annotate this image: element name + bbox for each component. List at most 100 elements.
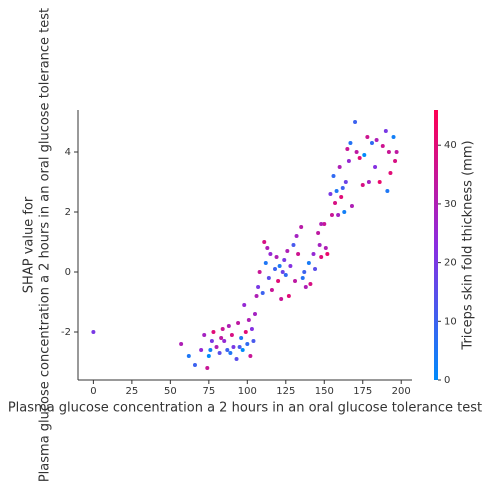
- point: [328, 192, 333, 196]
- point: [296, 252, 301, 256]
- colorbar-tick-label: 10: [444, 316, 457, 327]
- point: [340, 186, 345, 190]
- point: [240, 348, 245, 352]
- point: [245, 342, 250, 346]
- point: [299, 225, 304, 229]
- colorbar: [434, 110, 438, 380]
- point: [228, 351, 233, 355]
- y-tick-label: 0: [65, 267, 71, 278]
- point: [380, 144, 385, 148]
- x-tick-label: 200: [392, 386, 411, 397]
- point: [253, 312, 258, 316]
- point: [211, 330, 216, 334]
- point: [346, 159, 351, 163]
- point: [329, 213, 334, 217]
- point: [206, 354, 211, 358]
- point: [391, 135, 396, 139]
- point: [316, 231, 321, 235]
- point: [331, 174, 336, 178]
- point: [205, 366, 210, 370]
- point: [274, 255, 279, 259]
- point: [256, 285, 261, 289]
- point: [282, 258, 287, 262]
- point: [285, 249, 290, 253]
- point: [343, 180, 348, 184]
- point: [220, 327, 225, 331]
- x-tick-label: 75: [202, 386, 215, 397]
- point: [374, 138, 379, 142]
- y-tick-label: 4: [65, 147, 71, 158]
- point: [385, 189, 390, 193]
- point: [319, 222, 324, 226]
- point: [353, 120, 358, 124]
- point: [342, 210, 347, 214]
- point: [348, 141, 353, 145]
- point: [239, 336, 244, 340]
- x-tick-label: 50: [164, 386, 177, 397]
- point: [319, 255, 324, 259]
- point: [377, 180, 382, 184]
- point: [317, 243, 322, 247]
- point: [229, 333, 234, 337]
- point: [313, 267, 318, 271]
- point: [237, 345, 242, 349]
- point: [257, 270, 262, 274]
- point: [286, 294, 291, 298]
- point: [349, 204, 354, 208]
- point: [345, 147, 350, 151]
- point: [236, 321, 241, 325]
- point: [199, 348, 204, 352]
- point: [243, 330, 248, 334]
- point: [91, 330, 96, 334]
- point: [192, 363, 197, 367]
- point: [234, 357, 239, 361]
- point: [294, 234, 299, 238]
- point: [393, 159, 398, 163]
- point: [288, 264, 293, 268]
- point: [383, 129, 388, 133]
- point: [249, 327, 254, 331]
- point: [354, 150, 359, 154]
- point: [334, 189, 339, 193]
- point: [291, 243, 296, 247]
- colorbar-tick-label: 20: [444, 258, 457, 269]
- point: [208, 348, 213, 352]
- point: [337, 165, 342, 169]
- point: [283, 273, 288, 277]
- point: [179, 342, 184, 346]
- point: [273, 267, 278, 271]
- point: [268, 252, 273, 256]
- point: [186, 354, 191, 358]
- point: [269, 288, 274, 292]
- point: [262, 240, 267, 244]
- point: [362, 153, 367, 157]
- point: [357, 156, 362, 160]
- y-tick-label: 2: [65, 207, 71, 218]
- point: [365, 135, 370, 139]
- point: [336, 213, 341, 217]
- point: [308, 282, 313, 286]
- point: [265, 246, 270, 250]
- colorbar-tick-label: 40: [444, 140, 457, 151]
- y-tick-label: -2: [61, 327, 71, 338]
- point: [323, 246, 328, 250]
- point: [263, 261, 268, 265]
- point: [322, 222, 327, 226]
- x-tick-label: 100: [238, 386, 257, 397]
- x-tick-label: 0: [90, 386, 96, 397]
- point: [242, 303, 247, 307]
- point: [394, 150, 399, 154]
- point: [360, 183, 365, 187]
- point: [386, 150, 391, 154]
- point: [251, 339, 256, 343]
- point: [266, 276, 271, 280]
- colorbar-label: Triceps skin fold thickness (mm): [461, 140, 476, 350]
- y-axis-label: SHAP value for: [22, 196, 37, 293]
- point: [300, 276, 305, 280]
- point: [306, 261, 311, 265]
- point: [222, 339, 227, 343]
- point: [333, 201, 338, 205]
- point: [202, 333, 207, 337]
- y-axis-label: Plasma glucose concentration a 2 hours i…: [38, 8, 53, 482]
